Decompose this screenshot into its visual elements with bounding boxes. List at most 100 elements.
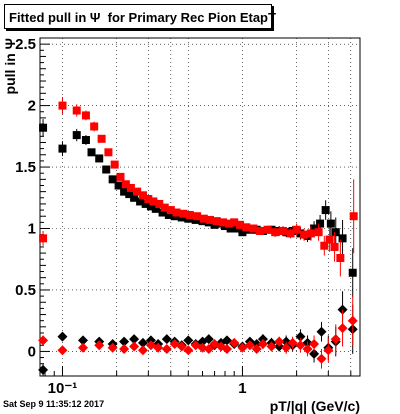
data-point	[161, 343, 172, 354]
data-point	[58, 101, 67, 110]
data-marks	[38, 96, 358, 376]
data-point	[183, 345, 194, 356]
chart-title-box: Fitted pull in Ψ for Primary Rec Pion Et…	[4, 4, 276, 29]
data-point	[348, 268, 357, 277]
data-point	[292, 225, 301, 234]
y-tick-label: 2	[28, 98, 36, 115]
data-point	[130, 193, 139, 202]
data-point	[158, 208, 167, 217]
data-point	[310, 224, 319, 233]
data-point	[300, 230, 309, 239]
data-point	[125, 190, 134, 199]
data-point	[287, 337, 298, 348]
y-axis-title: pull in Ψ	[2, 38, 18, 94]
data-point	[94, 340, 105, 351]
data-point	[320, 241, 329, 250]
data-point	[136, 197, 145, 206]
y-tick-label: 1.5	[15, 159, 36, 176]
data-point	[331, 228, 340, 237]
data-point	[95, 154, 104, 163]
data-point	[116, 172, 125, 181]
data-point	[57, 331, 68, 342]
data-point	[38, 335, 49, 346]
data-point	[183, 335, 194, 346]
data-point	[110, 160, 119, 169]
data-point	[309, 348, 320, 359]
data-point	[57, 345, 68, 356]
data-point	[153, 342, 164, 353]
data-point	[133, 187, 142, 196]
data-point	[205, 215, 214, 224]
y-tick-label: 0	[28, 343, 36, 360]
data-point	[39, 234, 48, 243]
data-point	[72, 106, 81, 115]
data-point	[121, 180, 130, 189]
x-tick-label: 1	[238, 380, 246, 397]
data-point	[314, 228, 323, 237]
data-point	[338, 234, 347, 243]
data-point	[316, 353, 327, 364]
data-point	[326, 219, 335, 228]
data-point	[38, 364, 49, 375]
data-point	[104, 148, 113, 157]
data-point	[164, 210, 173, 219]
data-point	[77, 342, 88, 353]
data-point	[77, 335, 88, 346]
data-point	[179, 209, 188, 218]
data-point	[119, 336, 130, 347]
y-tick-label: 1	[28, 221, 36, 238]
data-point	[255, 226, 264, 235]
data-point	[114, 181, 123, 190]
data-point	[102, 165, 111, 174]
grid	[40, 38, 360, 376]
data-point	[325, 235, 334, 244]
data-point	[242, 223, 251, 232]
data-point	[203, 334, 214, 345]
data-point	[224, 219, 233, 228]
y-tick-label: 2.5	[15, 36, 36, 53]
x-axis-title: pT/|q| (GeV/c)	[270, 398, 360, 414]
data-point	[347, 315, 358, 326]
data-point	[119, 343, 130, 354]
data-point	[129, 334, 140, 345]
data-point	[236, 220, 245, 229]
data-point	[249, 224, 258, 233]
data-point	[161, 334, 172, 345]
data-point	[58, 144, 67, 153]
data-point	[151, 204, 160, 213]
data-point	[251, 343, 262, 354]
axes: 10⁻¹ 1 0 0.5 1 1.5 2 2.5	[15, 36, 352, 397]
data-point	[238, 228, 247, 237]
data-point	[137, 345, 148, 356]
data-point	[330, 334, 341, 345]
data-point	[212, 217, 221, 226]
data-point	[230, 218, 239, 227]
data-point	[286, 229, 295, 238]
data-point	[330, 242, 339, 251]
data-point	[316, 326, 327, 337]
data-point	[302, 343, 313, 354]
data-point	[97, 134, 106, 143]
data-point	[271, 228, 280, 237]
data-point	[141, 199, 150, 208]
data-point	[295, 340, 306, 351]
data-point	[349, 212, 358, 221]
data-point	[81, 111, 90, 120]
data-point	[160, 203, 169, 212]
data-point	[138, 191, 147, 200]
data-point	[126, 183, 135, 192]
data-point	[149, 197, 158, 206]
data-point	[323, 345, 334, 356]
data-point	[137, 337, 148, 348]
timestamp: Sat Sep 9 11:35:12 2017	[3, 399, 105, 409]
data-point	[120, 187, 129, 196]
data-point	[336, 254, 345, 263]
data-point	[108, 175, 117, 184]
data-point	[229, 337, 240, 348]
data-point	[144, 195, 153, 204]
data-point	[306, 229, 315, 238]
chart-title: Fitted pull in Ψ for Primary Rec Pion Et…	[9, 10, 276, 25]
data-point	[281, 342, 292, 353]
data-point	[321, 206, 330, 215]
data-point	[244, 340, 255, 351]
